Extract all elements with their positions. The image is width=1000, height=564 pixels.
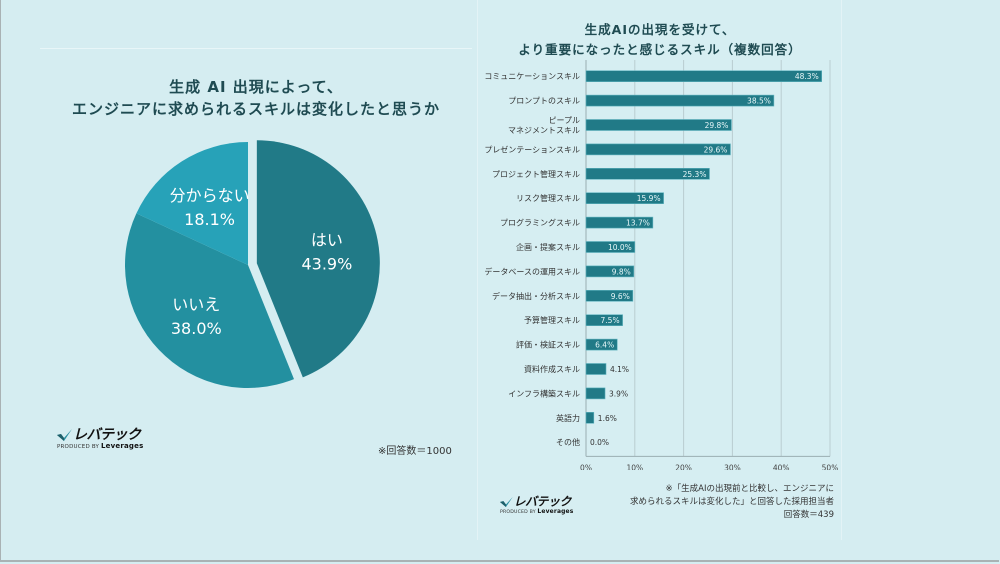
category-label: プロンプトのスキル bbox=[508, 97, 580, 106]
category-label: 評価・検証スキル bbox=[516, 340, 580, 350]
pie-slice-value: 18.1% bbox=[184, 210, 235, 229]
pie-slice-value: 38.0% bbox=[171, 319, 222, 338]
bar-value-label: 6.4% bbox=[595, 341, 614, 350]
category-label: 資料作成スキル bbox=[524, 364, 580, 374]
bar bbox=[585, 216, 654, 229]
checkmark-logo-icon bbox=[57, 429, 72, 441]
bar-value-label: 9.8% bbox=[612, 267, 631, 276]
category-label: データベースの運用スキル bbox=[484, 266, 580, 276]
bar bbox=[585, 290, 634, 302]
pie-response-count-note: ※回答数＝1000 bbox=[378, 446, 452, 457]
x-tick-label: 50% bbox=[822, 463, 839, 470]
bar-note-line-1: ※「生成AIの出現前と比較し、エンジニアに bbox=[665, 484, 834, 494]
bar-value-label: 7.5% bbox=[601, 316, 620, 325]
logo-company: Leverages bbox=[537, 507, 574, 515]
bar bbox=[585, 387, 606, 400]
bar-value-label: 13.7% bbox=[626, 219, 650, 228]
bar bbox=[585, 143, 731, 156]
bar bbox=[585, 94, 775, 107]
bar bbox=[585, 119, 732, 131]
logo-brand-text: レバテック bbox=[513, 495, 572, 509]
bar-value-label: 48.3% bbox=[795, 72, 819, 81]
bar bbox=[585, 363, 607, 375]
category-label: プレゼンテーションスキル bbox=[484, 144, 580, 154]
category-label: コミュニケーションスキル bbox=[484, 72, 580, 81]
category-label: ピープル bbox=[548, 116, 580, 125]
bar-value-label: 15.9% bbox=[637, 194, 661, 203]
bar-value-label: 3.9% bbox=[609, 389, 628, 398]
bar bbox=[585, 70, 823, 82]
bar-chart: 0% 10% 20% 30% 40% 50% コミュニケーションスキル 48.3% プロンプトの… bbox=[484, 60, 839, 470]
x-tick-label: 40% bbox=[773, 463, 790, 470]
pie-slice-label: はい bbox=[311, 231, 343, 250]
category-label: 英語力 bbox=[556, 413, 580, 423]
bar bbox=[585, 314, 623, 326]
pie-title-line-2: エンジニアに求められるスキルは変化したと思うか bbox=[71, 100, 440, 118]
logo-produced-by: PRODUCED BY bbox=[57, 444, 100, 450]
pie-slice-label: 分からない bbox=[170, 186, 250, 205]
pie-slice-1 bbox=[125, 213, 294, 388]
category-label: その他 bbox=[556, 437, 580, 447]
bar bbox=[585, 168, 710, 180]
bar-value-label: 25.3% bbox=[683, 170, 707, 179]
bar-chart-note: ※「生成AIの出現前と比較し、エンジニアに 求められるスキルは変化した」と回答し… bbox=[560, 483, 834, 522]
pie-slice-value: 43.9% bbox=[301, 255, 352, 274]
left-panel bbox=[40, 48, 472, 439]
category-label: マネジメントスキル bbox=[508, 126, 580, 135]
pie-slice-2 bbox=[136, 142, 248, 265]
bar-value-label: 9.6% bbox=[611, 292, 630, 301]
levtech-logo-right: レバテック PRODUCED BY Leverages bbox=[500, 496, 573, 516]
bar-value-label: 10.0% bbox=[608, 243, 632, 252]
bar-note-line-3: 回答数＝439 bbox=[783, 510, 834, 520]
bar bbox=[585, 338, 618, 351]
category-label: プロジェクト管理スキル bbox=[492, 169, 580, 179]
bar-value-label: 1.6% bbox=[598, 414, 617, 423]
bar bbox=[585, 192, 664, 204]
bar-value-label: 0.0% bbox=[590, 438, 609, 447]
bar-title-line-1: 生成AIの出現を受けて、 bbox=[584, 22, 736, 37]
category-label: データ抽出・分析スキル bbox=[492, 291, 580, 301]
x-tick-label: 30% bbox=[724, 463, 741, 470]
bar-value-label: 29.8% bbox=[705, 121, 729, 130]
category-label: リスク管理スキル bbox=[516, 193, 580, 203]
logo-company: Leverages bbox=[101, 442, 144, 450]
checkmark-logo-icon bbox=[500, 496, 513, 508]
bar-chart-title: 生成AIの出現を受けて、 より重要になったと感じるスキル（複数回答） bbox=[480, 20, 840, 60]
bar bbox=[585, 241, 636, 253]
pie-title-line-1: 生成 AI 出現によって、 bbox=[169, 78, 343, 96]
bar bbox=[585, 411, 595, 424]
category-label: インフラ構築スキル bbox=[508, 388, 580, 398]
bar-value-label: 29.6% bbox=[704, 145, 728, 154]
logo-produced-by: PRODUCED BY bbox=[500, 509, 536, 515]
bar bbox=[585, 265, 635, 278]
levtech-logo-left: レバテック PRODUCED BY Leverages bbox=[57, 428, 143, 451]
logo-brand-text: レバテック bbox=[73, 427, 141, 443]
pie-slice-0 bbox=[256, 140, 380, 378]
pie-chart-title: 生成 AI 出現によって、 エンジニアに求められるスキルは変化したと思うか bbox=[40, 76, 472, 120]
x-tick-label: 10% bbox=[626, 463, 643, 470]
category-label: 予算管理スキル bbox=[524, 315, 580, 325]
bar-value-label: 4.1% bbox=[610, 365, 629, 374]
category-label: 企画・提案スキル bbox=[516, 242, 580, 252]
x-tick-label: 0% bbox=[580, 463, 592, 470]
bar-title-line-2: より重要になったと感じるスキル（複数回答） bbox=[518, 42, 802, 57]
pie-slice-label: いいえ bbox=[172, 295, 220, 314]
bar-value-label: 38.5% bbox=[747, 97, 771, 106]
pie-chart: はい 43.9% いいえ 38.0% 分からない 18.1% bbox=[125, 140, 380, 388]
bar-note-line-2: 求められるスキルは変化した」と回答した採用担当者 bbox=[629, 497, 834, 507]
x-tick-label: 20% bbox=[675, 463, 692, 470]
category-label: プログラミングスキル bbox=[500, 218, 580, 228]
